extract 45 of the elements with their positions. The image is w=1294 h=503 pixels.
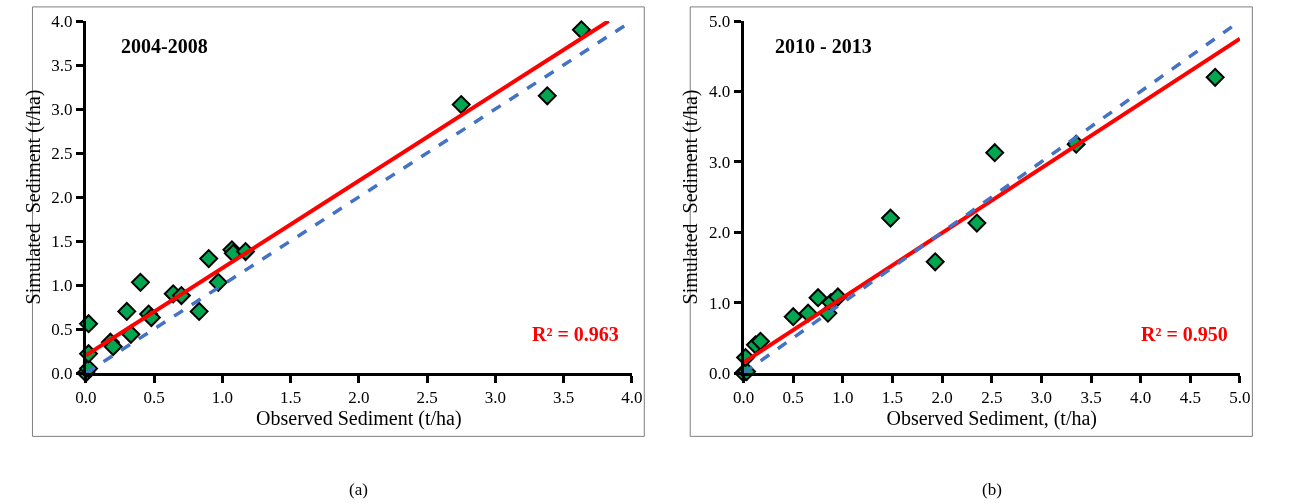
y-tick-label: 0.0 bbox=[708, 363, 731, 383]
x-tick-label: 3.5 bbox=[553, 388, 575, 408]
x-tick-label: 2.5 bbox=[981, 388, 1003, 408]
annotation: R² = 0.963 bbox=[532, 323, 619, 345]
annotation: 2010 - 2013 bbox=[775, 35, 872, 57]
x-tick-label: 2.5 bbox=[416, 388, 438, 408]
x-tick-label: 0.0 bbox=[732, 388, 755, 408]
y-tick-label: 1.5 bbox=[51, 231, 73, 251]
y-axis-title: Simulated Sediment (t/ha) bbox=[21, 89, 45, 305]
x-tick-label: 3.0 bbox=[1030, 388, 1053, 408]
y-tick-label: 2.0 bbox=[51, 187, 73, 207]
annotation: R² = 0.950 bbox=[1141, 323, 1228, 345]
y-tick-label: 4.0 bbox=[708, 82, 731, 102]
y-tick-label: 4.0 bbox=[51, 11, 73, 31]
x-tick-label: 0.5 bbox=[782, 388, 804, 408]
x-tick-label: 4.0 bbox=[1130, 388, 1152, 408]
x-tick-label: 3.5 bbox=[1080, 388, 1102, 408]
x-tick-label: 1.0 bbox=[211, 388, 233, 408]
y-axis-title: Simulated Sediment (t/ha) bbox=[679, 89, 703, 305]
x-tick-label: 2.0 bbox=[348, 388, 370, 408]
y-tick-label: 5.0 bbox=[708, 11, 731, 31]
y-tick-label: 0.0 bbox=[51, 363, 73, 383]
x-tick-label: 3.0 bbox=[484, 388, 506, 408]
y-tick-label: 2.5 bbox=[51, 143, 73, 163]
x-axis-title: Observed Sediment (t/ha) bbox=[256, 407, 462, 431]
x-tick-label: 0.0 bbox=[75, 388, 97, 408]
x-tick-label: 2.0 bbox=[931, 388, 953, 408]
annotation: 2004-2008 bbox=[121, 35, 208, 57]
x-tick-label: 1.0 bbox=[832, 388, 854, 408]
x-tick-label: 4.0 bbox=[621, 388, 643, 408]
y-tick-label: 1.0 bbox=[708, 293, 731, 313]
y-tick-label: 3.0 bbox=[51, 99, 73, 119]
x-tick-label: 1.5 bbox=[881, 388, 904, 408]
y-tick-label: 2.0 bbox=[708, 223, 731, 243]
x-axis-title: Observed Sediment, (t/ha) bbox=[886, 407, 1098, 431]
x-tick-label: 0.5 bbox=[143, 388, 165, 408]
text: (b) bbox=[982, 480, 1002, 499]
x-tick-label: 4.5 bbox=[1179, 388, 1201, 408]
y-tick-label: 1.0 bbox=[51, 275, 73, 295]
y-tick-label: 0.5 bbox=[51, 319, 73, 339]
x-tick-label: 5.0 bbox=[1229, 388, 1251, 408]
text: (a) bbox=[349, 480, 368, 499]
y-tick-label: 3.5 bbox=[51, 55, 73, 75]
y-tick-label: 3.0 bbox=[708, 152, 731, 172]
x-tick-label: 1.5 bbox=[279, 388, 302, 408]
